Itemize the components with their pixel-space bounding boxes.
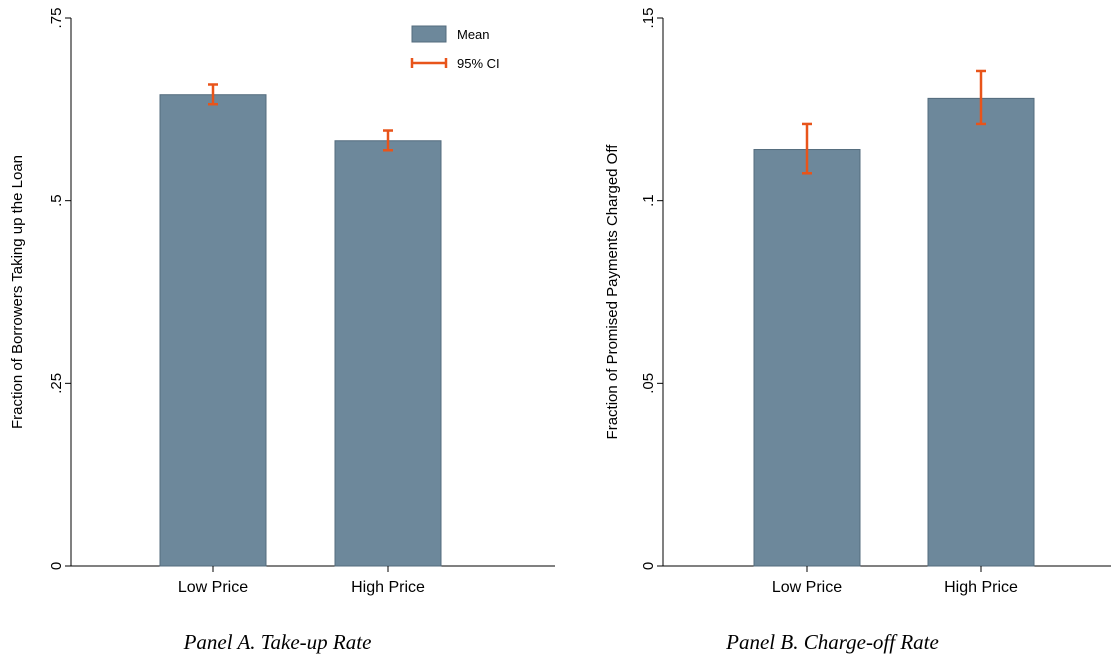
panel-b-xtick-label: Low Price: [772, 579, 842, 596]
panel-b-chart: 0 .05 .1 .15 Fraction of Promised Payments C…: [604, 8, 1111, 596]
panel-a-ytick-label: .5: [48, 194, 65, 207]
panel-a-xtick-label: Low Price: [178, 579, 248, 596]
panel-a-y-axis-title: Fraction of Borrowers Taking up the Loan: [9, 155, 26, 429]
panel-a-caption: Panel A. Take-up Rate: [183, 630, 372, 654]
panel-a-ytick-label: 0: [48, 562, 65, 570]
panel-b-y-axis-title: Fraction of Promised Payments Charged Of…: [604, 144, 621, 440]
panel-b-bar: [753, 149, 861, 567]
panel-a-xtick-label: High Price: [351, 579, 425, 596]
legend-mean-label: Mean: [457, 27, 490, 42]
panel-a-bar: [159, 94, 267, 567]
panel-a-chart: 0 .25 .5 .75 Fraction of Borrowers Taking up…: [9, 8, 555, 596]
panel-b-ytick-label: 0: [640, 562, 657, 570]
panel-b-ytick-label: .15: [640, 8, 657, 29]
panel-b-xtick-label: High Price: [944, 579, 1018, 596]
panel-b-bar: [927, 97, 1035, 567]
panel-a-bar: [334, 140, 442, 567]
legend-ci-label: 95% CI: [457, 56, 500, 71]
panel-a-legend: Mean 95% CI: [410, 25, 500, 71]
legend-mean-swatch: [411, 25, 447, 43]
panel-b-ytick-label: .1: [640, 194, 657, 207]
panel-a-ytick-label: .25: [48, 373, 65, 394]
panel-b-caption: Panel B. Charge-off Rate: [726, 630, 939, 654]
panel-a-ytick-label: .75: [48, 8, 65, 29]
panel-b-ytick-label: .05: [640, 373, 657, 394]
